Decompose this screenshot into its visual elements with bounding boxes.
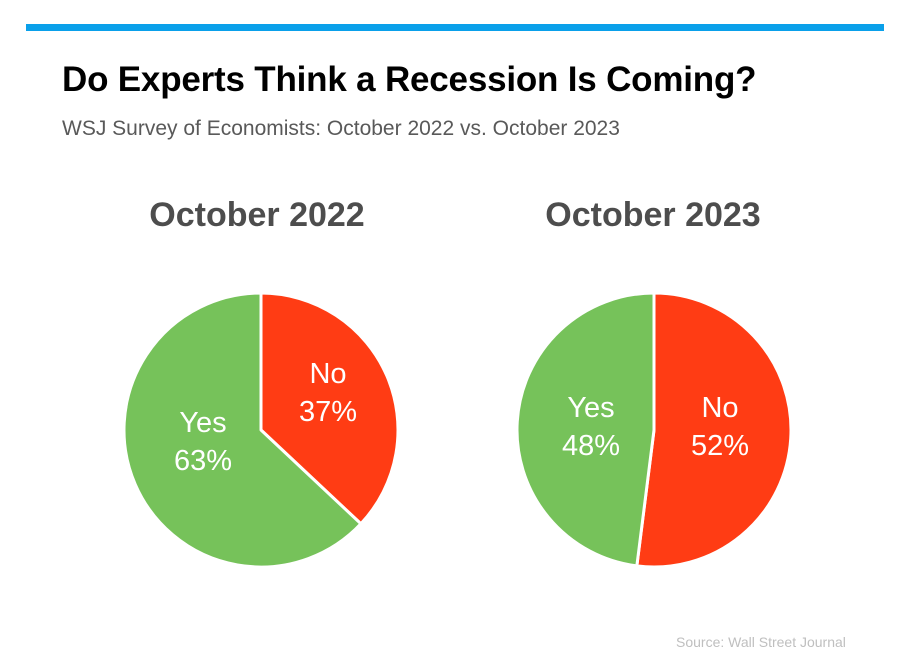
source-note: Source: Wall Street Journal — [676, 634, 846, 650]
page-title: Do Experts Think a Recession Is Coming? — [62, 60, 757, 99]
slice-label-no: No — [309, 358, 346, 390]
slice-label-yes: Yes — [179, 407, 226, 439]
pie-slice-no — [259, 291, 400, 526]
chart-title-october-2023: October 2023 — [545, 196, 761, 234]
slice-value-no: 52% — [691, 430, 749, 462]
slice-label-no: No — [701, 392, 738, 424]
pie-slice-yes — [515, 291, 656, 568]
pie-slice-no — [635, 291, 793, 569]
pie-chart-october-2022: No 37% Yes 63% — [122, 291, 400, 569]
top-accent-bar — [26, 24, 884, 31]
pie-chart-october-2023: No 52% Yes 48% — [515, 291, 793, 569]
slice-value-yes: 48% — [562, 430, 620, 462]
page-subtitle: WSJ Survey of Economists: October 2022 v… — [62, 117, 620, 140]
slice-label-yes: Yes — [567, 392, 614, 424]
pie-slice-yes — [122, 291, 363, 569]
slice-value-no: 37% — [299, 396, 357, 428]
slice-value-yes: 63% — [174, 445, 232, 477]
chart-title-october-2022: October 2022 — [149, 196, 365, 234]
